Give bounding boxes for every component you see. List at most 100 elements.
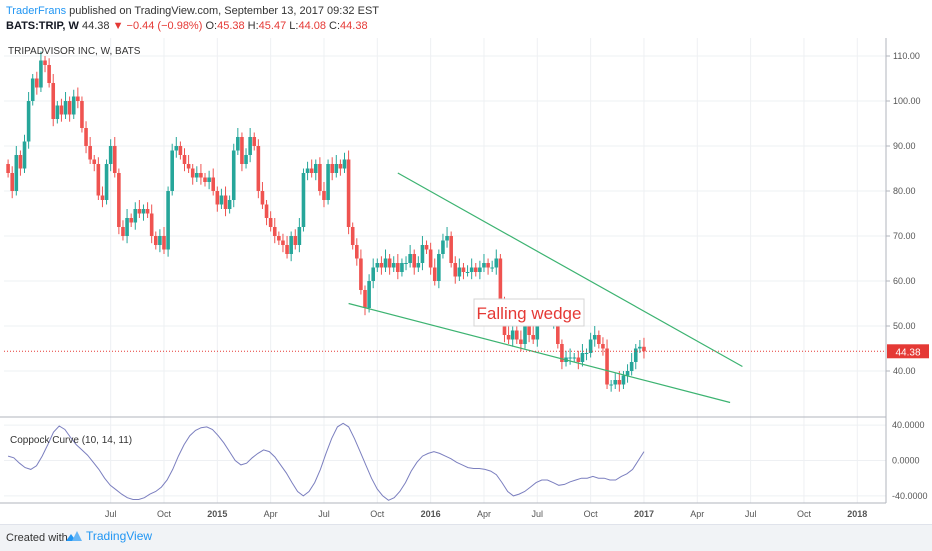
candle-body <box>478 267 482 272</box>
candle-body <box>71 96 76 115</box>
last-price-label: 44.38 <box>895 347 920 358</box>
candle-body <box>178 146 183 155</box>
price-tick-label: 40.00 <box>893 366 916 376</box>
candle-body <box>428 249 433 268</box>
candle-body <box>338 164 343 169</box>
candle-body <box>412 254 417 268</box>
chart-header: TraderFrans published on TradingView.com… <box>6 4 379 34</box>
last-price-marker: 44.38 <box>4 344 929 359</box>
coppock-pane <box>7 422 645 501</box>
candle-body <box>129 218 133 223</box>
footer-bar: Created with TradingView <box>0 524 932 551</box>
candle-body <box>387 258 392 268</box>
coppock-tick-label: 0.0000 <box>892 456 920 466</box>
candle-body <box>92 159 97 164</box>
candle-body <box>379 263 384 268</box>
candle-body <box>248 137 252 155</box>
main-chart-title: TRIPADVISOR INC, W, BATS <box>8 46 141 57</box>
candle-body <box>43 60 47 65</box>
price-tick-label: 90.00 <box>893 141 916 151</box>
candle-body <box>67 101 72 115</box>
time-tick-label: Jul <box>532 509 544 519</box>
candles <box>6 51 646 392</box>
candle-body <box>96 164 101 196</box>
candle-body <box>621 375 626 385</box>
high-label: H: <box>247 20 259 32</box>
candle-body <box>514 330 519 340</box>
candle-body <box>14 155 19 191</box>
candle-body <box>506 335 511 340</box>
candle-body <box>617 380 622 385</box>
candle-body <box>137 209 142 214</box>
candle-body <box>145 209 150 214</box>
candle-body <box>531 335 535 340</box>
candle-body <box>642 346 646 352</box>
candle-body <box>568 357 572 359</box>
price-change: −0.44 (−0.98%) <box>126 20 203 32</box>
candle-body <box>289 236 293 254</box>
candle-body <box>535 317 540 340</box>
price-tick-label: 110.00 <box>893 51 920 61</box>
time-tick-label: Oct <box>797 509 812 519</box>
candle-body <box>186 164 191 169</box>
coppock-title: Coppock Curve (10, 14, 11) <box>10 435 132 446</box>
candle-body <box>609 384 613 386</box>
candle-body <box>39 60 43 88</box>
author-link[interactable]: TraderFrans <box>6 5 67 17</box>
candle-body <box>355 245 359 259</box>
price-tick-label: 80.00 <box>893 186 916 196</box>
candle-body <box>322 191 326 200</box>
candle-body <box>76 96 80 101</box>
candle-body <box>170 150 174 191</box>
time-tick-label: 2018 <box>847 509 867 519</box>
candle-body <box>605 348 609 385</box>
close-label: C: <box>329 20 341 32</box>
candle-body <box>252 137 257 146</box>
candle-body <box>494 258 499 268</box>
time-tick-label: Oct <box>157 509 172 519</box>
down-arrow-icon: ▼ <box>112 20 124 32</box>
candle-body <box>162 236 166 250</box>
candle-body <box>88 146 92 160</box>
candle-body <box>293 236 298 245</box>
time-tick-label: Apr <box>690 509 704 519</box>
candle-body <box>375 263 380 268</box>
candle-body <box>473 267 478 272</box>
price-tick-label: 100.00 <box>893 96 921 106</box>
candle-body <box>359 258 363 290</box>
candle-body <box>301 173 306 227</box>
candle-body <box>408 254 412 263</box>
candle-body <box>182 155 187 164</box>
candle-body <box>211 177 216 191</box>
candle-body <box>625 371 630 376</box>
candle-body <box>441 240 445 254</box>
axes: 40.00 50.00 60.00 70.00 80.00 90.00 100.00 110.… <box>0 38 928 519</box>
price-tick-label: 70.00 <box>893 231 916 241</box>
candle-body <box>404 263 408 264</box>
candle-body <box>240 137 244 164</box>
candle-body <box>26 101 31 142</box>
last-price-badge <box>887 344 929 359</box>
candle-body <box>244 155 248 164</box>
candle-body <box>22 141 27 169</box>
time-tick-label: 2017 <box>634 509 654 519</box>
time-tick-label: Apr <box>477 509 491 519</box>
candle-body <box>51 83 56 119</box>
candle-body <box>10 173 15 191</box>
time-tick-label: 2016 <box>421 509 441 519</box>
candle-body <box>527 326 531 335</box>
candle-body <box>309 168 314 173</box>
candle-body <box>519 339 523 344</box>
candle-body <box>268 218 273 227</box>
tradingview-brand[interactable]: TradingView <box>66 529 152 543</box>
candle-body <box>297 227 302 245</box>
candle-body <box>84 128 88 146</box>
candle-body <box>445 236 449 241</box>
chart-canvas[interactable]: 40.00 50.00 60.00 70.00 80.00 90.00 100.00 110.… <box>0 38 932 524</box>
brand-label: TradingView <box>86 529 153 543</box>
candle-body <box>469 267 474 272</box>
candle-body <box>400 263 404 272</box>
candle-body <box>330 164 334 173</box>
candle-body <box>510 330 515 340</box>
candle-body <box>125 218 129 236</box>
